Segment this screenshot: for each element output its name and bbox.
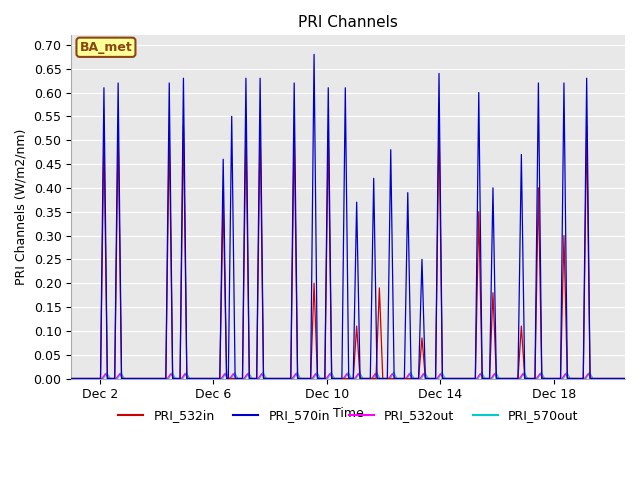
Text: BA_met: BA_met: [79, 41, 132, 54]
Legend: PRI_532in, PRI_570in, PRI_532out, PRI_570out: PRI_532in, PRI_570in, PRI_532out, PRI_57…: [113, 404, 583, 427]
X-axis label: Time: Time: [333, 407, 364, 420]
Y-axis label: PRI Channels (W/m2/nm): PRI Channels (W/m2/nm): [15, 129, 28, 285]
Title: PRI Channels: PRI Channels: [298, 15, 398, 30]
